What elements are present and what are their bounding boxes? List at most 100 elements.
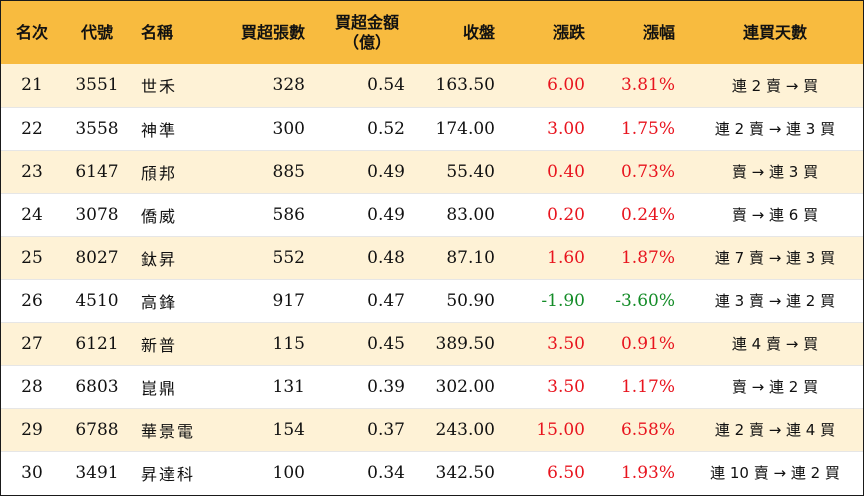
cell-rank: 28 [1, 364, 63, 408]
cell-name: 鈦昇 [131, 235, 213, 279]
cell-streak: 賣 → 連 3 買 [687, 149, 863, 193]
cell-buy-lots: 154 [213, 407, 317, 451]
cell-buy-lots: 100 [213, 450, 317, 494]
cell-streak: 連 4 賣 → 買 [687, 321, 863, 365]
header-buy-lots: 買超張數 [240, 22, 305, 42]
cell-rank: 25 [1, 235, 63, 279]
header-code: 代號 [80, 22, 113, 42]
cell-change: -1.90 [507, 278, 597, 322]
header-buy-amount-line1: 買超金額 [334, 12, 399, 32]
table-row: 24 3078 僑威 586 0.49 83.00 0.20 0.24% 賣 → 連 6 買 [1, 192, 863, 236]
cell-buy-amount: 0.37 [317, 407, 417, 451]
table-row: 28 6803 崑鼎 131 0.39 302.00 3.50 1.17% 賣 → 連 2 買 [1, 364, 863, 408]
table-row: 27 6121 新普 115 0.45 389.50 3.50 0.91% 連 4 賣 → 買 [1, 321, 863, 365]
cell-streak: 連 7 賣 → 連 3 買 [687, 235, 863, 279]
cell-name: 新普 [131, 321, 213, 365]
cell-change: 3.50 [507, 321, 597, 365]
cell-buy-amount: 0.45 [317, 321, 417, 365]
cell-change-pct: 6.58% [597, 407, 687, 451]
cell-name: 昇達科 [131, 450, 213, 494]
cell-change-pct: 1.87% [597, 235, 687, 279]
cell-rank: 24 [1, 192, 63, 236]
cell-close: 55.40 [417, 149, 507, 193]
cell-close: 163.50 [435, 75, 495, 96]
table-row: 30 3491 昇達科 100 0.34 342.50 6.50 1.93% 連 10 賣 → … [1, 450, 863, 494]
table-row: 23 6147 頎邦 885 0.49 55.40 0.40 0.73% 賣 → 連 3 買 [1, 149, 863, 193]
cell-streak: 連 3 賣 → 連 2 買 [687, 278, 863, 322]
cell-name: 神準 [131, 106, 213, 150]
cell-code: 4510 [63, 278, 131, 322]
cell-change: 6.50 [507, 450, 597, 494]
cell-buy-amount: 0.34 [317, 450, 417, 494]
cell-rank: 23 [1, 149, 63, 193]
cell-close: 243.00 [417, 407, 507, 451]
cell-name: 崑鼎 [131, 364, 213, 408]
cell-streak: 連 10 賣 → 連 2 買 [687, 450, 863, 494]
cell-buy-lots: 300 [213, 106, 317, 150]
cell-buy-lots: 328 [272, 75, 305, 96]
cell-change: 6.00 [547, 75, 585, 96]
cell-change: 0.20 [507, 192, 597, 236]
table-row: 22 3558 神準 300 0.52 174.00 3.00 1.75% 連 2 賣 → 連 … [1, 106, 863, 150]
cell-name: 頎邦 [131, 149, 213, 193]
cell-close: 174.00 [417, 106, 507, 150]
cell-change-pct: 1.75% [597, 106, 687, 150]
cell-buy-amount: 0.54 [367, 75, 405, 96]
header-change-pct: 漲幅 [642, 22, 675, 42]
header-rank: 名次 [15, 22, 48, 42]
header-name: 名稱 [141, 22, 174, 42]
cell-buy-amount: 0.52 [317, 106, 417, 150]
cell-rank: 27 [1, 321, 63, 365]
cell-streak: 連 2 賣 → 買 [731, 76, 819, 95]
cell-name: 高鋒 [131, 278, 213, 322]
cell-close: 50.90 [417, 278, 507, 322]
cell-buy-lots: 552 [213, 235, 317, 279]
cell-change-pct: 0.24% [597, 192, 687, 236]
cell-change: 3.00 [507, 106, 597, 150]
cell-change: 15.00 [507, 407, 597, 451]
cell-name: 僑威 [131, 192, 213, 236]
cell-change: 1.60 [507, 235, 597, 279]
cell-buy-amount: 0.39 [317, 364, 417, 408]
cell-streak: 賣 → 連 6 買 [687, 192, 863, 236]
cell-close: 342.50 [417, 450, 507, 494]
cell-buy-lots: 131 [213, 364, 317, 408]
cell-buy-amount: 0.49 [317, 149, 417, 193]
cell-streak: 連 2 賣 → 連 4 買 [687, 407, 863, 451]
cell-buy-lots: 885 [213, 149, 317, 193]
cell-close: 389.50 [417, 321, 507, 365]
header-streak: 連買天數 [742, 22, 807, 42]
cell-code: 3491 [63, 450, 131, 494]
header-change: 漲跌 [552, 22, 585, 42]
cell-code: 3551 [75, 75, 119, 96]
cell-change-pct: 0.73% [597, 149, 687, 193]
cell-close: 302.00 [417, 364, 507, 408]
cell-change-pct: 3.81% [620, 75, 675, 96]
cell-code: 8027 [63, 235, 131, 279]
cell-change: 0.40 [507, 149, 597, 193]
cell-code: 3078 [63, 192, 131, 236]
cell-buy-lots: 115 [213, 321, 317, 365]
cell-code: 3558 [63, 106, 131, 150]
table-row: 21 3551 世禾 328 0.54 163.50 6.00 3.81% 連 2 賣 → 買 [1, 64, 863, 107]
cell-code: 6803 [63, 364, 131, 408]
cell-rank: 22 [1, 106, 63, 150]
cell-rank: 29 [1, 407, 63, 451]
cell-rank: 21 [21, 75, 43, 96]
header-row: 名次 代號 名稱 買超張數 買超金額 （億） 收盤 漲跌 漲幅 連買天數 [1, 1, 863, 64]
cell-rank: 30 [1, 450, 63, 494]
cell-change-pct: 1.93% [597, 450, 687, 494]
table-row: 29 6788 華景電 154 0.37 243.00 15.00 6.58% 連 2 賣 → … [1, 407, 863, 451]
cell-code: 6147 [63, 149, 131, 193]
table-row: 25 8027 鈦昇 552 0.48 87.10 1.60 1.87% 連 7 賣 → 連 3… [1, 235, 863, 279]
cell-rank: 26 [1, 278, 63, 322]
header-close: 收盤 [462, 22, 495, 42]
cell-close: 83.00 [417, 192, 507, 236]
cell-buy-amount: 0.48 [317, 235, 417, 279]
cell-name: 世禾 [141, 77, 178, 97]
cell-streak: 賣 → 連 2 買 [687, 364, 863, 408]
cell-buy-amount: 0.49 [317, 192, 417, 236]
cell-buy-lots: 917 [213, 278, 317, 322]
